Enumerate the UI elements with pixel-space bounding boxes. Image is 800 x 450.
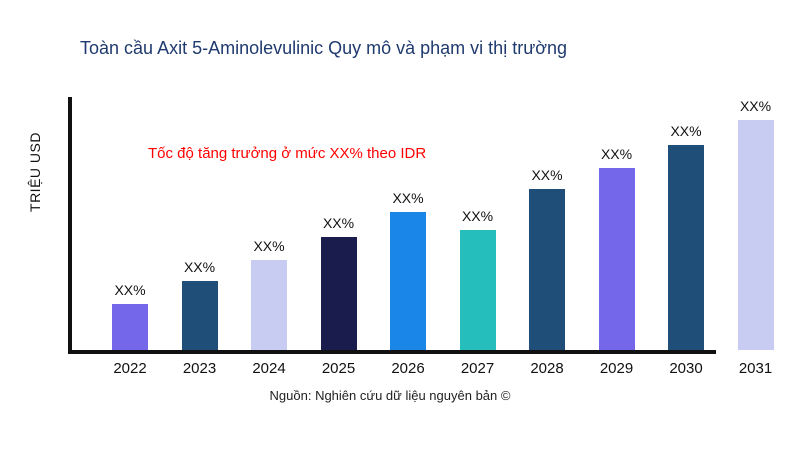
y-axis-line — [68, 97, 72, 354]
x-tick-label-2027: 2027 — [460, 360, 495, 377]
bar-2023 — [181, 281, 218, 350]
bar-2026 — [390, 212, 426, 350]
bar-2027 — [459, 230, 496, 350]
bar-2028 — [529, 189, 565, 350]
bar-2030 — [668, 145, 704, 350]
bar-value-label: XX% — [183, 259, 216, 275]
bar-value-label: XX% — [114, 282, 146, 298]
y-axis-label: TRIỆU USD — [27, 132, 43, 212]
x-tick-label-2029: 2029 — [599, 360, 634, 377]
bar-2029 — [598, 168, 635, 350]
bar-value-label: XX% — [739, 98, 772, 114]
bar-2022 — [112, 304, 148, 350]
x-tick-label-2031: 2031 — [738, 360, 773, 377]
bar-value-label: XX% — [322, 215, 355, 231]
bar-2024 — [251, 260, 287, 350]
x-tick-label-2025: 2025 — [321, 360, 356, 377]
bar-value-label: XX% — [670, 123, 702, 139]
bar-value-label: XX% — [392, 190, 424, 206]
bar-value-label: XX% — [461, 208, 494, 224]
growth-rate-annotation: Tốc độ tăng trưởng ở mức XX% theo IDR — [148, 145, 427, 162]
chart-title: Toàn cầu Axit 5-Aminolevulinic Quy mô và… — [80, 38, 568, 58]
bar-2025 — [320, 237, 357, 350]
x-tick-label-2030: 2030 — [669, 360, 703, 377]
x-tick-label-2022: 2022 — [113, 360, 147, 377]
x-tick-label-2023: 2023 — [182, 360, 217, 377]
x-tick-label-2026: 2026 — [391, 360, 425, 377]
bar-2031 — [737, 120, 774, 350]
source-note: Nguồn: Nghiên cứu dữ liệu nguyên bản © — [269, 388, 511, 403]
bar-value-label: XX% — [600, 146, 633, 162]
x-axis-line — [68, 350, 716, 354]
bar-value-label: XX% — [253, 238, 285, 254]
bar-value-label: XX% — [531, 167, 563, 183]
x-tick-label-2024: 2024 — [252, 360, 286, 377]
x-tick-label-2028: 2028 — [530, 360, 564, 377]
